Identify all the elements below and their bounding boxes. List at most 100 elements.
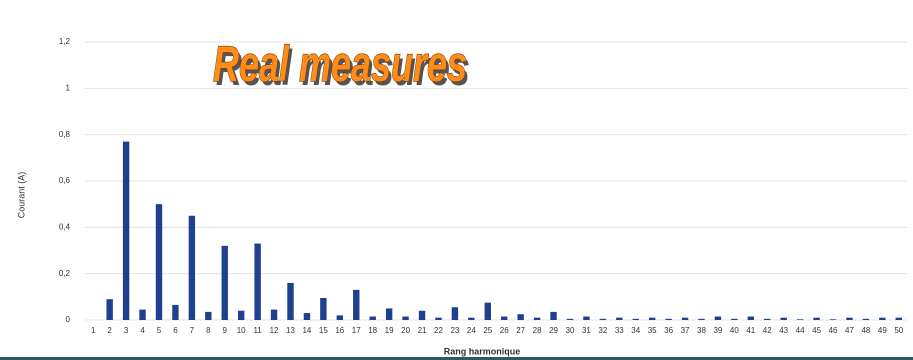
x-tick-label: 23: [450, 326, 459, 335]
bar: [517, 314, 524, 320]
bar: [780, 317, 787, 320]
bar: [501, 316, 508, 320]
x-tick-label: 3: [124, 326, 129, 335]
x-tick-label: 6: [173, 326, 178, 335]
bar: [336, 315, 344, 320]
bar: [468, 317, 475, 320]
bar: [205, 311, 212, 320]
x-tick-label: 33: [615, 326, 624, 335]
bar: [106, 299, 113, 320]
x-tick-label: 42: [763, 326, 772, 335]
bar: [879, 317, 886, 320]
x-tick-label: 44: [796, 326, 805, 335]
x-tick-label: 35: [648, 326, 657, 335]
x-tick-label: 9: [223, 326, 228, 335]
title-group: Real measures Real measures: [212, 37, 470, 97]
bar: [418, 310, 426, 320]
bar: [237, 310, 245, 320]
y-tick-label: 0,4: [59, 222, 71, 231]
y-axis-label: Courant (A): [16, 172, 26, 219]
x-tick-label: 29: [549, 326, 558, 335]
bar: [221, 245, 228, 320]
bottom-border: [0, 357, 913, 360]
bar: [566, 318, 574, 320]
x-tick-label: 18: [368, 326, 377, 335]
x-tick-label: 38: [697, 326, 706, 335]
x-tick-label: 7: [190, 326, 195, 335]
bar: [402, 316, 409, 320]
x-tick-label: 14: [302, 326, 311, 335]
y-tick-label: 0,8: [59, 130, 71, 139]
bar: [172, 304, 179, 320]
bar: [862, 318, 870, 320]
bar: [648, 317, 656, 320]
x-tick-label: 22: [434, 326, 443, 335]
bar: [895, 317, 902, 320]
x-tick-label: 24: [467, 326, 476, 335]
x-tick-label: 34: [631, 326, 640, 335]
bar: [829, 319, 837, 320]
chart-title-shadow: Real measures: [216, 42, 470, 97]
bar: [698, 318, 705, 320]
x-tick-label: 40: [730, 326, 739, 335]
bar: [484, 302, 491, 320]
bar: [747, 316, 755, 320]
x-tick-label: 2: [107, 326, 112, 335]
x-tick-label: 32: [598, 326, 607, 335]
x-tick-label: 4: [140, 326, 145, 335]
x-tick-label: 47: [845, 326, 854, 335]
x-tick-label: 25: [483, 326, 492, 335]
x-tick-label: 28: [533, 326, 542, 335]
bar: [599, 318, 607, 320]
x-tick-label: 5: [157, 326, 162, 335]
grid: [85, 41, 907, 321]
x-tick-label: 26: [500, 326, 509, 335]
x-tick-label: 21: [418, 326, 427, 335]
bar: [796, 319, 804, 320]
bar: [122, 141, 130, 320]
bar: [714, 316, 722, 320]
bar: [270, 309, 278, 320]
bar: [550, 311, 557, 320]
bar: [139, 309, 146, 320]
x-tick-label: 11: [253, 326, 262, 335]
x-tick-label: 31: [582, 326, 591, 335]
bar: [287, 282, 294, 320]
bar: [435, 317, 442, 320]
bar: [353, 289, 360, 320]
x-tick-label: 1: [91, 326, 96, 335]
bar: [764, 318, 771, 320]
x-tick-label: 36: [664, 326, 673, 335]
bar: [451, 307, 459, 320]
bar: [846, 317, 853, 320]
x-tick-label: 46: [829, 326, 838, 335]
x-axis-label: Rang harmonique: [444, 346, 521, 356]
bar: [813, 317, 820, 320]
x-tick-label: 15: [319, 326, 328, 335]
bar: [583, 316, 590, 320]
x-tick-label: 43: [779, 326, 788, 335]
bar: [155, 204, 163, 320]
bar: [681, 317, 689, 320]
bar: [533, 317, 541, 320]
x-tick-label: 10: [237, 326, 246, 335]
x-tick-label: 30: [566, 326, 575, 335]
x-tick-label: 12: [270, 326, 279, 335]
bar: [303, 313, 311, 320]
bar: [385, 308, 393, 320]
x-tick-label: 39: [713, 326, 722, 335]
bar: [320, 297, 327, 320]
y-tick-label: 1: [66, 83, 71, 92]
x-tick-label: 16: [335, 326, 344, 335]
bar: [731, 318, 738, 320]
y-tick-label: 0,2: [59, 269, 71, 278]
bar: [632, 318, 639, 320]
y-tick-label: 0: [66, 315, 71, 324]
bar: [665, 318, 672, 320]
bar: [616, 317, 623, 320]
x-tick-label: 48: [861, 326, 870, 335]
x-tick-label: 45: [812, 326, 821, 335]
x-tick-label: 20: [401, 326, 410, 335]
x-tick-label: 13: [286, 326, 295, 335]
